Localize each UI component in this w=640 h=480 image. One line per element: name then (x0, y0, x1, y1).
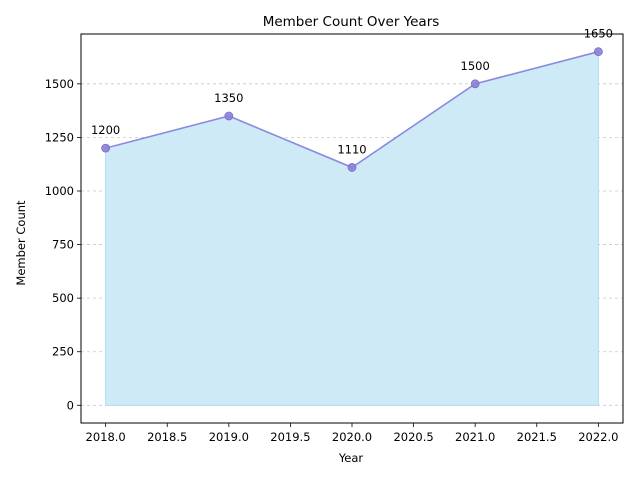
area-fill (105, 51, 599, 406)
x-axis-ticks: 2018.0 2018.5 2019.0 2019.5 2020.0 2020.5 2021… (86, 423, 618, 444)
data-point-2 (347, 163, 357, 172)
x-tick-label-3: 2019.5 (270, 430, 310, 444)
y-tick-label-5: 1250 (45, 130, 74, 144)
data-label-2: 1110 (337, 142, 366, 156)
y-tick-label-1: 250 (52, 345, 74, 359)
data-point-3 (470, 79, 480, 89)
x-tick-label-4: 2020.0 (332, 430, 372, 444)
x-tick-label-7: 2021.5 (517, 430, 557, 444)
y-axis-label: Member Count (14, 200, 28, 286)
data-point-4 (593, 47, 603, 57)
y-tick-label-0: 0 (67, 398, 74, 412)
y-axis-ticks: 0 250 500 750 1000 1250 1500 (45, 77, 81, 412)
y-tick-label-6: 1500 (45, 77, 74, 91)
data-point-0 (101, 143, 111, 153)
chart-title: Member Count Over Years (263, 14, 440, 30)
area-layer (105, 51, 599, 406)
data-marks (101, 47, 603, 172)
y-tick-label-3: 750 (52, 238, 74, 252)
x-axis-label: Year (338, 451, 364, 465)
x-tick-label-8: 2022.0 (578, 430, 618, 444)
data-label-0: 1200 (91, 123, 120, 137)
x-tick-label-5: 2020.5 (393, 430, 433, 444)
data-point-1 (224, 111, 234, 121)
data-label-1: 1350 (214, 91, 243, 105)
x-tick-label-2: 2019.0 (209, 430, 249, 444)
data-label-3: 1500 (461, 59, 490, 73)
y-tick-label-4: 1000 (45, 184, 74, 198)
x-tick-label-0: 2018.0 (86, 430, 126, 444)
y-tick-label-2: 500 (52, 291, 74, 305)
x-tick-label-1: 2018.5 (147, 430, 187, 444)
x-tick-label-6: 2021.0 (455, 430, 495, 444)
